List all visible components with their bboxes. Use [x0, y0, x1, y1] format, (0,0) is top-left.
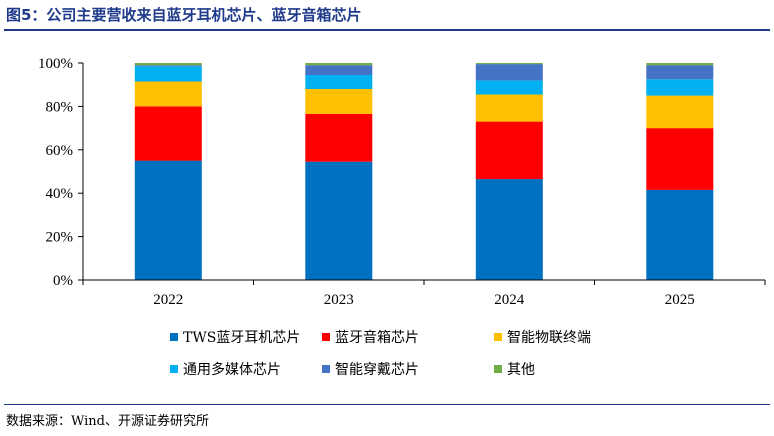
- bar-segment-2025-series-2: [646, 95, 714, 129]
- legend-swatch: [494, 333, 502, 341]
- bar-segment-2023-series-5: [305, 63, 373, 66]
- bars-layer: [134, 63, 714, 280]
- bar-segment-2023-series-4: [305, 65, 373, 75]
- bar-segment-2022-series-3: [134, 66, 202, 82]
- x-tick-label: 2022: [153, 292, 183, 308]
- bar-segment-2022-series-5: [134, 63, 202, 66]
- bar-segment-2025-series-1: [646, 128, 714, 190]
- footer-divider: [4, 404, 770, 405]
- legend-label: 智能穿戴芯片: [335, 362, 419, 378]
- y-tick-label: 0%: [53, 273, 73, 289]
- bar-segment-2024-series-2: [475, 94, 543, 122]
- legend-swatch: [170, 333, 178, 341]
- bar-segment-2024-series-1: [475, 121, 543, 180]
- title-divider: [4, 29, 770, 31]
- legend-label: 其他: [507, 362, 535, 378]
- axes-layer: 2022 2023 2024 2025 0% 20% 40% 60% 80% 100%: [38, 56, 766, 308]
- bar-segment-2024-series-5: [475, 63, 543, 65]
- bar-segment-2024-series-0: [475, 179, 543, 280]
- bar-segment-2023-series-0: [305, 161, 373, 280]
- bar-segment-2025-series-0: [646, 189, 714, 280]
- x-tick-label: 2025: [665, 292, 695, 308]
- legend-swatch: [322, 333, 330, 341]
- bar-segment-2022-series-4: [134, 65, 202, 67]
- legend-swatch: [494, 365, 502, 373]
- bar-segment-2022-series-2: [134, 81, 202, 107]
- chart-title: 图5：公司主要营收来自蓝牙耳机芯片、蓝牙音箱芯片: [6, 6, 362, 24]
- y-tick-label: 40%: [46, 186, 74, 202]
- bar-segment-2025-series-4: [646, 65, 714, 80]
- bar-segment-2022-series-1: [134, 106, 202, 161]
- y-tick-label: 60%: [46, 143, 74, 159]
- bar-segment-2023-series-1: [305, 114, 373, 162]
- bar-segment-2022-series-0: [134, 160, 202, 280]
- bar-segment-2024-series-4: [475, 64, 543, 81]
- bar-segment-2024-series-3: [475, 80, 543, 95]
- y-tick-label: 20%: [46, 230, 74, 246]
- y-tick-label: 100%: [38, 56, 73, 72]
- legend-label: 智能物联终端: [507, 330, 591, 346]
- x-tick-label: 2023: [324, 292, 354, 308]
- bar-segment-2025-series-3: [646, 79, 714, 96]
- legend-swatch: [322, 365, 330, 373]
- source-note: 数据来源：Wind、开源证券研究所: [6, 414, 209, 429]
- legend-label: TWS蓝牙耳机芯片: [183, 330, 300, 346]
- bar-segment-2023-series-3: [305, 74, 373, 89]
- legend-swatch: [170, 365, 178, 373]
- legend-label: 通用多媒体芯片: [183, 361, 281, 378]
- bar-segment-2025-series-5: [646, 63, 714, 66]
- x-tick-label: 2024: [494, 292, 525, 308]
- bar-segment-2023-series-2: [305, 89, 373, 114]
- legend-label: 蓝牙音箱芯片: [335, 329, 419, 346]
- y-tick-label: 80%: [46, 99, 74, 115]
